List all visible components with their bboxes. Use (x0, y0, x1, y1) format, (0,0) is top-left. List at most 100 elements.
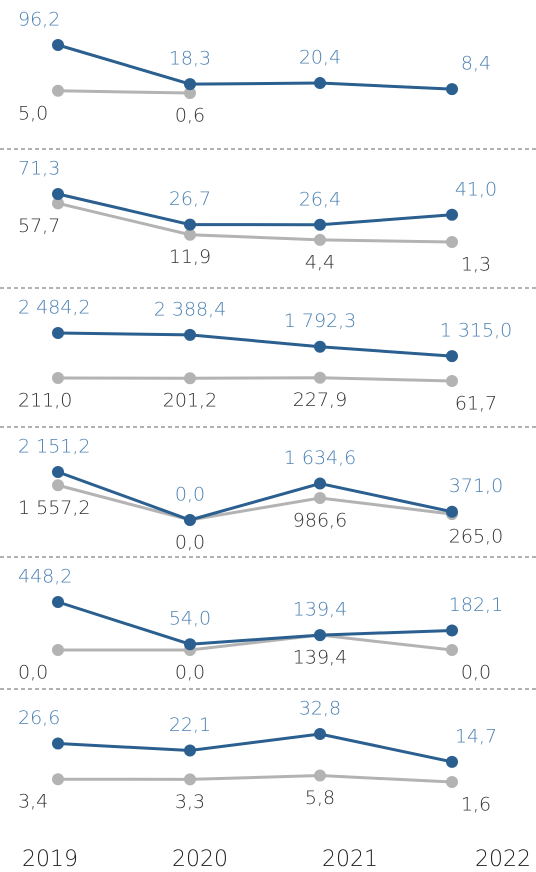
gray-value-label: 1,3 (461, 254, 491, 276)
point (52, 737, 64, 750)
gray-value-label: 0,0 (18, 662, 48, 684)
blue-value-label: 8,4 (461, 53, 491, 75)
blue-value-label: 71,3 (18, 158, 60, 180)
point (446, 755, 458, 768)
point (184, 638, 196, 651)
x-tick-label: 2020 (172, 847, 228, 872)
series-line (57, 483, 453, 522)
series-line (57, 376, 453, 383)
point (314, 491, 326, 504)
gray-value-label: 0,0 (175, 662, 205, 684)
point (52, 39, 64, 51)
gray-value-label: 5,8 (305, 787, 335, 809)
blue-value-label: 2 151,2 (18, 436, 91, 458)
blue-value-label: 1 634,6 (284, 447, 357, 469)
gray-value-label: 1 557,2 (18, 497, 91, 519)
gray-value-label: 139,4 (293, 647, 347, 669)
point (184, 514, 196, 526)
gray-value-label: 11,9 (169, 246, 211, 268)
blue-value-label: 182,1 (449, 594, 503, 616)
blue-value-label: 20,4 (299, 47, 341, 69)
point (52, 84, 64, 97)
series-line (57, 732, 453, 764)
point (52, 372, 64, 385)
point (52, 479, 64, 492)
point (446, 208, 458, 221)
point (52, 466, 64, 478)
point (314, 477, 326, 490)
point (52, 773, 64, 786)
blue-value-label: 448,2 (18, 566, 72, 588)
point (446, 505, 458, 518)
series-line (57, 600, 453, 646)
blue-value-label: 41,0 (455, 178, 497, 200)
blue-value-label: 2 484,2 (18, 297, 91, 319)
blue-value-label: 18,3 (169, 48, 211, 70)
blue-value-label: 139,4 (293, 599, 347, 621)
point (446, 776, 458, 788)
point (184, 744, 196, 757)
point (446, 83, 458, 96)
gray-value-label: 0,0 (461, 662, 491, 684)
point (446, 236, 458, 248)
gray-value-label: 0,0 (175, 532, 205, 554)
gray-value-label: 5,0 (18, 102, 48, 124)
blue-value-label: 26,4 (299, 188, 341, 210)
point (314, 629, 326, 642)
blue-value-label: 1 315,0 (440, 320, 513, 342)
point (314, 769, 326, 782)
point (52, 596, 64, 608)
point (446, 350, 458, 363)
series-line (57, 331, 453, 358)
point (446, 624, 458, 637)
blue-value-label: 371,0 (449, 475, 503, 497)
point (314, 77, 326, 90)
gray-value-label: 3,3 (175, 791, 205, 813)
gray-value-label: 986,6 (293, 509, 347, 531)
series-line (57, 192, 453, 227)
point (184, 87, 196, 99)
blue-value-label: 2 388,4 (154, 298, 227, 320)
gray-value-label: 201,2 (163, 390, 217, 412)
gray-value-label: 57,7 (18, 215, 60, 237)
blue-value-label: 0,0 (175, 484, 205, 506)
gray-value-label: 3,4 (18, 791, 48, 813)
blue-value-label: 1 792,3 (284, 310, 357, 332)
gray-value-label: 1,6 (461, 794, 491, 816)
point (184, 218, 196, 231)
point (446, 375, 458, 387)
gray-value-label: 211,0 (18, 390, 72, 412)
gray-value-label: 0,6 (175, 105, 205, 127)
gray-value-label: 61,7 (455, 393, 497, 415)
blue-value-label: 26,7 (169, 188, 211, 210)
series-line (57, 89, 191, 95)
blue-value-label: 14,7 (455, 725, 497, 747)
series-line (57, 201, 453, 244)
point (52, 188, 64, 200)
point (314, 728, 326, 740)
series-line (58, 633, 453, 652)
point (184, 328, 196, 341)
gray-value-label: 4,4 (305, 251, 335, 273)
blue-value-label: 26,6 (18, 707, 60, 729)
x-tick-label: 2019 (22, 847, 78, 872)
series-line (57, 43, 453, 91)
point (184, 372, 196, 385)
blue-value-label: 54,0 (169, 608, 211, 630)
point (52, 327, 64, 339)
blue-value-label: 22,1 (169, 714, 211, 736)
x-tick-label: 2022 (475, 847, 531, 872)
blue-value-label: 32,8 (299, 698, 341, 720)
point (314, 218, 326, 231)
point (52, 197, 64, 210)
point (184, 78, 196, 91)
point (314, 233, 326, 246)
series-line (57, 470, 453, 522)
point (52, 644, 64, 656)
blue-value-label: 96,2 (18, 9, 60, 31)
gray-value-label: 265,0 (449, 526, 503, 548)
point (314, 371, 326, 384)
point (314, 340, 326, 353)
series-line (57, 774, 453, 784)
